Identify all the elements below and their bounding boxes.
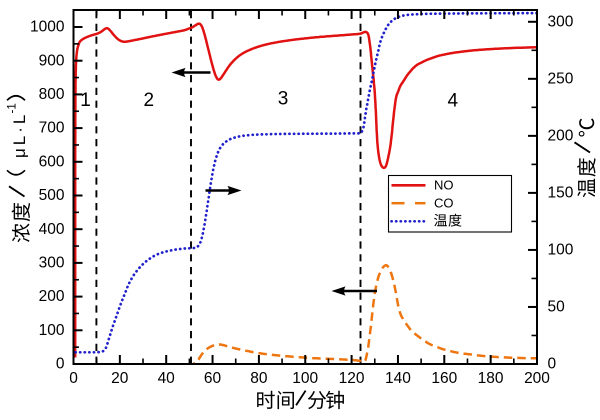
svg-text:700: 700 <box>39 120 65 137</box>
svg-text:20: 20 <box>111 370 129 387</box>
svg-text:180: 180 <box>478 370 504 387</box>
svg-text:300: 300 <box>39 255 65 272</box>
svg-text:200: 200 <box>39 288 65 305</box>
svg-text:250: 250 <box>548 70 574 87</box>
svg-text:1: 1 <box>80 90 91 111</box>
svg-text:1000: 1000 <box>30 19 65 36</box>
svg-text:200: 200 <box>524 370 550 387</box>
svg-text:400: 400 <box>39 221 65 238</box>
svg-text:150: 150 <box>548 185 574 202</box>
svg-text:CO: CO <box>434 196 454 211</box>
svg-text:0: 0 <box>56 356 65 373</box>
svg-text:50: 50 <box>548 299 566 316</box>
svg-text:160: 160 <box>431 370 457 387</box>
svg-text:100: 100 <box>292 370 318 387</box>
svg-text:-1: -1 <box>7 103 19 113</box>
svg-text:0: 0 <box>69 370 78 387</box>
svg-text:500: 500 <box>39 187 65 204</box>
svg-text:0: 0 <box>548 356 557 373</box>
svg-text:4: 4 <box>448 91 459 112</box>
svg-text:NO: NO <box>434 178 454 193</box>
svg-text:120: 120 <box>339 370 365 387</box>
svg-text:200: 200 <box>548 128 574 145</box>
svg-text:μL·L: μL·L <box>10 112 29 158</box>
svg-text:2: 2 <box>144 90 155 111</box>
svg-text:300: 300 <box>548 13 574 30</box>
svg-text:100: 100 <box>39 322 65 339</box>
svg-text:40: 40 <box>158 370 176 387</box>
svg-text:100: 100 <box>548 242 574 259</box>
svg-text:900: 900 <box>39 52 65 69</box>
svg-text:60: 60 <box>204 370 222 387</box>
svg-text:600: 600 <box>39 153 65 170</box>
svg-text:800: 800 <box>39 86 65 103</box>
svg-text:80: 80 <box>250 370 268 387</box>
svg-text:140: 140 <box>385 370 411 387</box>
svg-text:3: 3 <box>278 89 289 110</box>
